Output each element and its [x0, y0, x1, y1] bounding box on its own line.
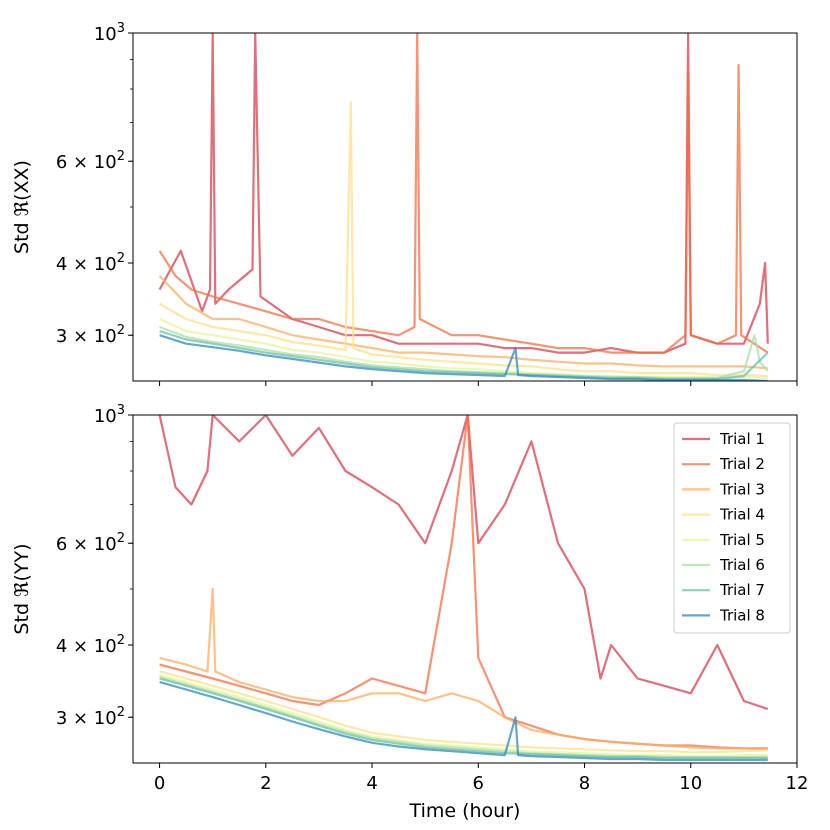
series-group [158, 33, 769, 381]
series-line-trial-8 [159, 334, 768, 381]
series-line-trial-8 [159, 681, 768, 762]
series-line-trial-1 [158, 33, 769, 354]
y-tick-label: 4 × 102 [56, 251, 125, 275]
chart-panel-1: 3 × 102 4 × 102 6 × 102 103 Std ℜ(XX) [11, 21, 798, 386]
series-line-trial-5 [159, 673, 768, 758]
series-line-trial-2 [158, 33, 769, 354]
series-line-trial-3 [159, 587, 768, 751]
legend-entry: Trial 3 [719, 480, 765, 498]
legend: Trial 1 Trial 2 Trial 3 Trial 4 Trial 5 Trial… [673, 422, 791, 634]
legend-entry: Trial 8 [719, 606, 765, 624]
x-tick-label: 10 [679, 773, 702, 794]
axes-frame [132, 32, 798, 382]
x-tick-label: 6 [473, 773, 484, 794]
series-line-trial-7 [159, 677, 768, 760]
y-tick-label: 3 × 102 [56, 323, 125, 347]
series-group [158, 415, 769, 762]
y-tick-label: 6 × 102 [56, 149, 125, 173]
legend-entry: Trial 1 [719, 430, 765, 448]
series-line-trial-3 [158, 275, 768, 370]
x-tick-label: 12 [786, 773, 809, 794]
y-axis-label: Std ℜ(XX) [11, 160, 33, 254]
x-tick-label: 0 [154, 773, 165, 794]
y-tick-label: 103 [94, 403, 125, 427]
y-axis-label: Std ℜ(YY) [11, 543, 33, 634]
legend-entry: Trial 7 [719, 581, 765, 599]
legend-entry: Trial 6 [719, 556, 765, 574]
x-tick-label: 8 [579, 773, 590, 794]
legend-entry: Trial 4 [719, 506, 765, 524]
series-line-trial-4 [159, 100, 768, 378]
legend-entry: Trial 5 [719, 531, 765, 549]
x-axis-label: Time (hour) [409, 800, 521, 822]
y-tick-label: 3 × 102 [56, 705, 125, 729]
series-line-trial-1 [158, 415, 769, 711]
x-tick-label: 4 [366, 773, 377, 794]
legend-box [673, 422, 791, 634]
legend-entry: Trial 2 [719, 455, 765, 473]
y-tick-label: 103 [94, 21, 125, 45]
y-tick-label: 4 × 102 [56, 633, 125, 657]
chart-panel-2: 0 2 4 6 8 10 12 3 × 102 4 × 102 6 × 102 103 Std ℜ(Y… [11, 403, 808, 822]
x-tick-label: 2 [260, 773, 271, 794]
series-line-trial-4 [159, 670, 768, 754]
y-tick-label: 6 × 102 [56, 531, 125, 555]
